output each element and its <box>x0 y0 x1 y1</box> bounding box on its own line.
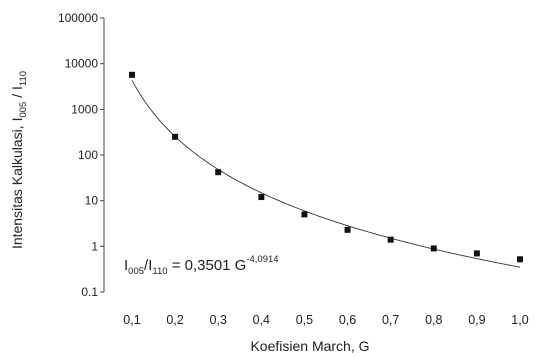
eq-p2: /I <box>144 257 152 274</box>
y-tick-label: 1 <box>91 239 98 253</box>
y-tick-label: 1000 <box>71 102 98 116</box>
eq-sup: -4,0914 <box>246 254 278 265</box>
y-title-sep: / I <box>9 86 25 102</box>
data-point <box>473 250 480 257</box>
x-ticks: 0,1 0,2 0,3 0,4 0,5 0,6 0,7 0,8 0,9 1,0 <box>123 313 528 327</box>
data-point <box>215 169 222 176</box>
x-tick-label: 0,8 <box>425 313 442 327</box>
y-ticks: 100000 10000 1000 100 10 1 0.1 <box>58 11 104 299</box>
x-axis-title: Koefisien March, G <box>250 338 369 354</box>
y-tick-label: 100 <box>78 148 98 162</box>
data-point <box>129 71 135 78</box>
x-tick-label: 0,4 <box>253 313 270 327</box>
y-title-main: Intensitas Kalkulasi, I <box>9 118 25 250</box>
plot-area: 100000 10000 1000 100 10 1 0.1 0,1 0,2 0,3 0,4 0,5… <box>58 11 529 327</box>
x-tick-label: 0,6 <box>339 313 356 327</box>
data-point <box>387 236 394 243</box>
y-tick-label: 10000 <box>65 57 99 71</box>
x-tick-label: 0,5 <box>296 313 313 327</box>
data-point <box>430 245 437 252</box>
fit-equation: I005/I110 = 0,3501 G-4,0914 <box>124 254 279 277</box>
x-tick-label: 0,9 <box>468 313 485 327</box>
data-point <box>301 211 308 218</box>
data-point <box>517 256 523 263</box>
y-tick-label: 10 <box>85 194 99 208</box>
x-tick-label: 1,0 <box>511 313 528 327</box>
y-axis-title: Intensitas Kalkulasi, I005 / I110 <box>9 71 29 249</box>
data-point <box>172 133 179 140</box>
data-point <box>344 226 351 233</box>
x-tick-label: 0,1 <box>123 313 140 327</box>
y-title-sub2: 110 <box>18 71 29 86</box>
y-tick-label: 100000 <box>58 11 98 25</box>
x-tick-label: 0,2 <box>166 313 183 327</box>
fit-curve <box>131 80 521 268</box>
data-points <box>129 71 523 263</box>
y-tick-label: 0.1 <box>81 285 98 299</box>
eq-s2: 110 <box>152 266 167 277</box>
data-point <box>258 194 265 201</box>
eq-p1: I <box>124 257 128 274</box>
eq-s1: 005 <box>128 266 144 277</box>
y-title-sub1: 005 <box>18 102 29 118</box>
x-tick-label: 0,3 <box>210 313 227 327</box>
x-tick-label: 0,7 <box>382 313 399 327</box>
eq-p3: = 0,3501 G <box>168 257 247 274</box>
